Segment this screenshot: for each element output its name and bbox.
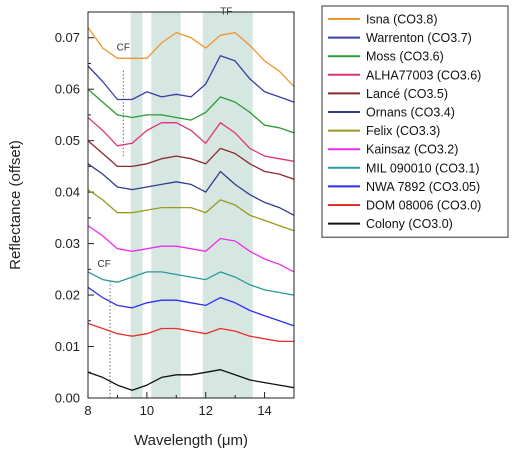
series-line-1 <box>87 55 295 103</box>
y-tick-label-1: 0.01 <box>55 339 80 354</box>
y-tick-label-4: 0.04 <box>55 185 80 200</box>
legend-label-1: Warrenton (CO3.7) <box>366 31 472 45</box>
legend-label-8: MIL 090010 (CO3.1) <box>366 161 479 175</box>
series-line-8 <box>87 271 295 296</box>
series-line-11 <box>87 369 295 391</box>
y-axis-title: Reflectance (offset) <box>7 140 24 270</box>
band-2 <box>202 12 253 398</box>
y-tick-label-2: 0.02 <box>55 288 80 303</box>
y-tick-label-6: 0.06 <box>55 82 80 97</box>
series-line-9 <box>87 286 295 327</box>
band-1 <box>151 12 181 398</box>
legend: Isna (CO3.8) Warrenton (CO3.7) Moss (CO3.6… <box>321 5 509 238</box>
x-tick-label-1: 10 <box>140 403 154 418</box>
legend-label-4: Lancé (CO3.5) <box>366 87 448 101</box>
legend-label-9: NWA 7892 (CO3.05) <box>366 180 480 194</box>
y-tick-label-3: 0.03 <box>55 236 80 251</box>
legend-label-3: ALHA77003 (CO3.6) <box>366 68 481 82</box>
series-line-5 <box>87 163 295 216</box>
band-0 <box>130 12 143 398</box>
x-tick-label-2: 12 <box>198 403 212 418</box>
y-tick-label-7: 0.07 <box>55 30 80 45</box>
x-axis-title: Wavelength (μm) <box>134 432 248 449</box>
series-line-7 <box>87 225 295 273</box>
legend-label-5: Ornans (CO3.4) <box>366 106 455 120</box>
legend-label-6: Felix (CO3.3) <box>366 124 440 138</box>
x-tick-label-0: 8 <box>84 403 91 418</box>
annotation-1: CF <box>98 259 111 270</box>
y-tick-label-5: 0.05 <box>55 133 80 148</box>
legend-label-2: Moss (CO3.6) <box>366 50 444 64</box>
series-line-4 <box>87 140 295 180</box>
y-tick-labels: 0.00 0.01 0.02 0.03 0.04 0.05 0.06 0.07 <box>55 30 80 405</box>
legend-label-7: Kainsaz (CO3.2) <box>366 143 458 157</box>
legend-box <box>321 5 509 238</box>
y-tick-label-0: 0.00 <box>55 391 80 406</box>
axis-ticks <box>87 37 295 399</box>
feature-markers <box>109 68 124 398</box>
legend-label-10: DOM 08006 (CO3.0) <box>366 199 481 213</box>
annotation-2: TF <box>220 7 232 18</box>
x-tick-label-3: 14 <box>257 403 271 418</box>
series-line-3 <box>87 117 295 162</box>
spectra-lines <box>87 27 295 391</box>
annotation-0: CF <box>117 43 130 54</box>
series-line-0 <box>87 27 295 88</box>
annotations: CF CF TF <box>98 7 233 270</box>
legend-label-11: Colony (CO3.0) <box>366 217 453 231</box>
series-line-6 <box>87 189 295 232</box>
plot-frame <box>87 11 295 399</box>
x-tick-labels: 8 10 12 14 <box>84 403 271 418</box>
legend-label-0: Isna (CO3.8) <box>366 13 438 27</box>
series-line-2 <box>87 88 295 134</box>
series-line-10 <box>87 322 294 343</box>
